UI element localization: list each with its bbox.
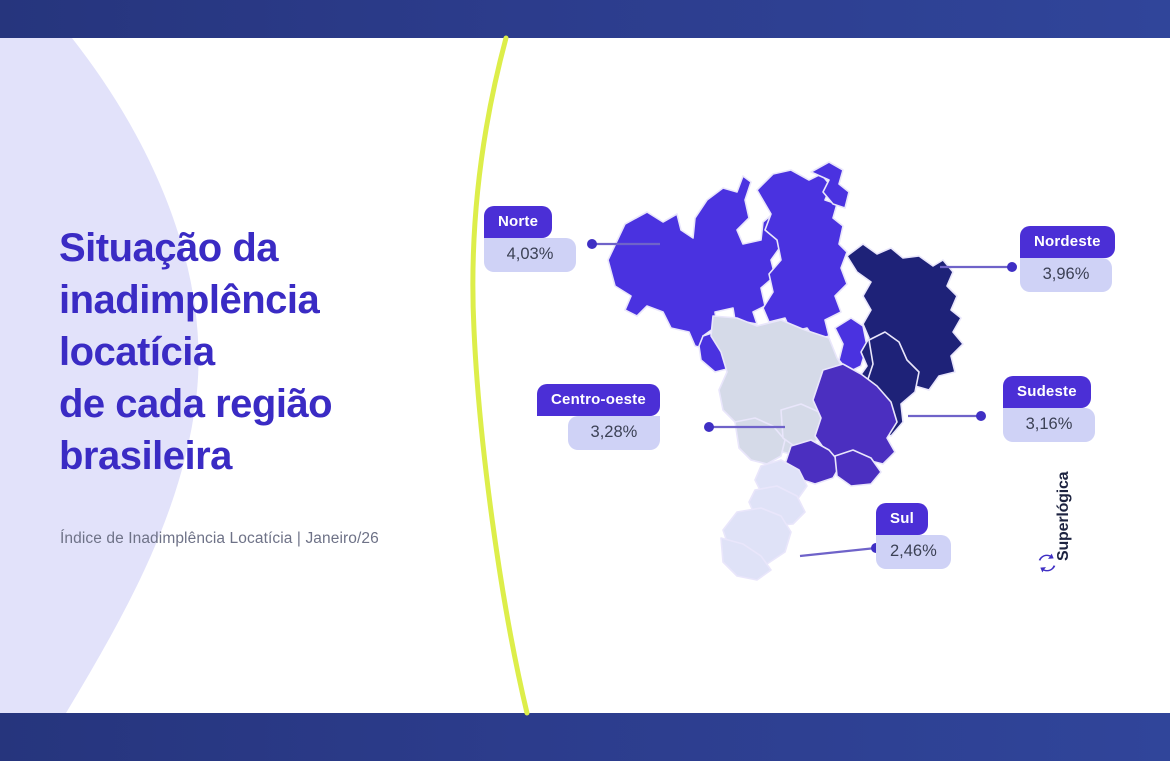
map-region-sudeste (784, 363, 898, 487)
left-panel-background (0, 38, 620, 713)
callout-norte-label: Norte (484, 206, 553, 238)
circular-arrows-icon (1038, 553, 1056, 573)
callout-centro-oeste-value: 3,28% (567, 416, 660, 450)
map-region-norte (607, 161, 868, 373)
callout-sudeste-label: Sudeste (1003, 376, 1091, 408)
callout-norte[interactable]: Norte 4,03% (484, 206, 576, 272)
headline-line-4: de cada região (59, 382, 333, 426)
callout-centro-oeste-label: Centro-oeste (537, 384, 660, 416)
map-region-sul (720, 459, 808, 581)
callout-nordeste-value: 3,96% (1020, 258, 1112, 292)
callout-sul-value: 2,46% (876, 535, 951, 569)
callout-sul[interactable]: Sul 2,46% (876, 503, 951, 569)
brazil-region-map (585, 160, 1015, 590)
callout-sul-label: Sul (876, 503, 928, 535)
callout-nordeste[interactable]: Nordeste 3,96% (1020, 226, 1115, 292)
callout-sudeste[interactable]: Sudeste 3,16% (1003, 376, 1095, 442)
callout-centro-oeste[interactable]: Centro-oeste 3,28% (537, 384, 660, 450)
top-banner-bar (0, 0, 1170, 38)
bottom-banner-bar (0, 713, 1170, 761)
headline-line-1: Situação da (59, 226, 279, 270)
callout-norte-value: 4,03% (484, 238, 576, 272)
callout-sudeste-value: 3,16% (1003, 408, 1095, 442)
headline-line-3: locatícia (59, 330, 215, 374)
brand-name: Superlógica (1055, 471, 1072, 561)
page-title: Situação da inadimplência locatícia de c… (59, 222, 459, 482)
headline-line-5: brasileira (59, 434, 232, 478)
callout-nordeste-label: Nordeste (1020, 226, 1115, 258)
subtitle-caption: Índice de Inadimplência Locatícia | Jane… (60, 530, 379, 547)
brand-logo: Superlógica (1033, 455, 1072, 575)
headline-line-2: inadimplência (59, 278, 320, 322)
